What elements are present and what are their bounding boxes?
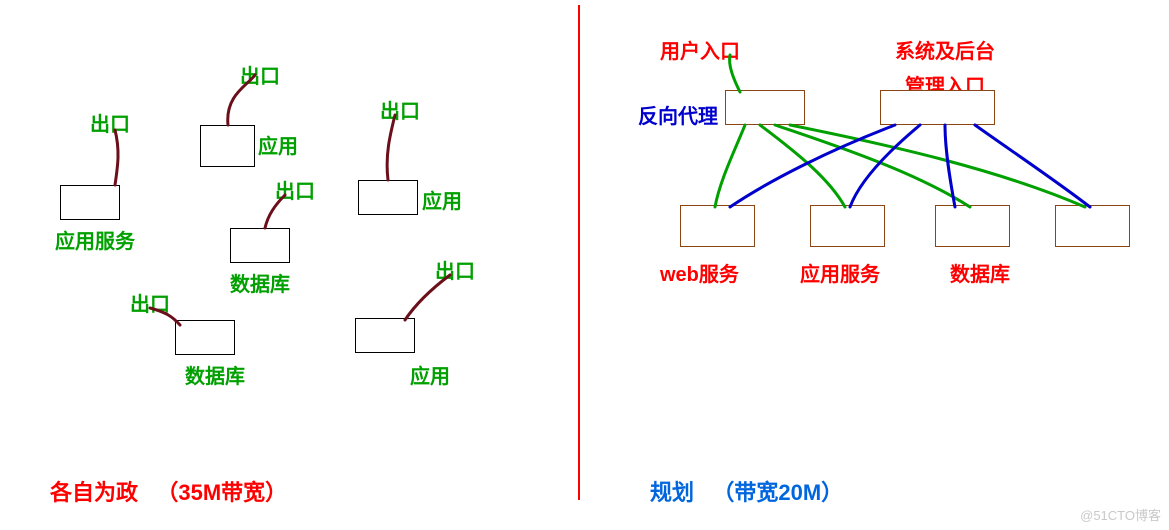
app-service-box [810, 205, 885, 247]
left-line-1 [115, 130, 118, 185]
user-entry-label: 用户入口 [660, 35, 740, 64]
node-name-6: 应用 [410, 360, 450, 389]
blue-edge-3 [975, 125, 1090, 207]
exit-label-4: 出口 [275, 175, 315, 204]
web-service-box [680, 205, 755, 247]
app-service-label: 应用服务 [800, 258, 880, 287]
exit-label-2: 出口 [240, 60, 280, 89]
left-caption-b: （35M带宽） [156, 480, 287, 505]
green-edge-3 [775, 125, 970, 207]
blue-edge-0 [730, 125, 895, 207]
green-edge-1 [715, 125, 745, 207]
exit-label-5: 出口 [130, 288, 170, 317]
left-caption-a: 各自为政 [50, 480, 138, 505]
vertical-divider [578, 5, 580, 500]
reverse-proxy-label: 反向代理 [638, 100, 718, 129]
right-caption: 规划 （带宽20M） [650, 475, 843, 507]
database-box [935, 205, 1010, 247]
blue-edge-2 [945, 125, 955, 207]
exit-label-1: 出口 [90, 108, 130, 137]
left-node-box-5 [175, 320, 235, 355]
left-node-box-1 [60, 185, 120, 220]
green-edge-2 [760, 125, 845, 207]
database-label: 数据库 [950, 258, 1010, 287]
node-name-1: 应用服务 [55, 225, 135, 254]
left-caption: 各自为政 （35M带宽） [50, 475, 287, 507]
proxy-box [725, 90, 805, 125]
web-service-label: web服务 [660, 258, 739, 287]
extra-box [1055, 205, 1130, 247]
left-node-box-3 [358, 180, 418, 215]
system-backend-label: 系统及后台 [895, 35, 995, 64]
exit-label-3: 出口 [380, 95, 420, 124]
watermark: @51CTO博客 [1080, 505, 1161, 524]
left-node-box-4 [230, 228, 290, 263]
left-node-box-6 [355, 318, 415, 353]
node-name-4: 数据库 [230, 268, 290, 297]
left-node-box-2 [200, 125, 255, 167]
blue-edge-1 [850, 125, 920, 207]
right-caption-a: 规划 [650, 480, 694, 505]
exit-label-6: 出口 [435, 255, 475, 284]
node-name-5: 数据库 [185, 360, 245, 389]
mgmt-box [880, 90, 995, 125]
right-caption-b: （带宽20M） [712, 480, 843, 505]
left-line-3 [387, 115, 395, 180]
node-name-2: 应用 [258, 130, 298, 159]
node-name-3: 应用 [422, 185, 462, 214]
green-edge-4 [790, 125, 1085, 207]
